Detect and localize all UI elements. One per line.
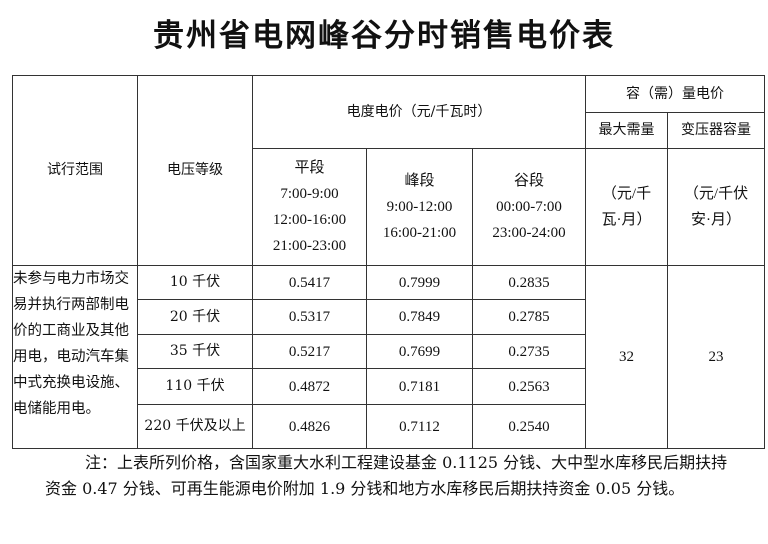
valley-price: 0.2563 xyxy=(472,368,586,405)
peak-price: 0.7181 xyxy=(366,368,473,405)
unit-line: （元/千 xyxy=(601,186,652,202)
unit-line: （元/千伏 xyxy=(683,186,749,202)
valley-price: 0.2735 xyxy=(472,334,586,369)
header-flat: 平段 7:00-9:00 12:00-16:00 21:00-23:00 xyxy=(252,148,367,266)
valley-price: 0.2835 xyxy=(472,265,586,300)
transformer-value: 23 xyxy=(667,265,765,449)
peak-price: 0.7849 xyxy=(366,299,473,335)
valley-price: 0.2785 xyxy=(472,299,586,335)
table-row: 35 千伏 0.5217 0.7699 0.2735 xyxy=(13,334,765,369)
header-transformer: 变压器容量 xyxy=(667,112,765,149)
header-peak: 峰段 9:00-12:00 16:00-21:00 xyxy=(366,148,473,266)
flat-time: 12:00-16:00 xyxy=(272,212,347,228)
voltage-cell: 20 千伏 xyxy=(137,299,253,335)
table-row: 110 千伏 0.4872 0.7181 0.2563 xyxy=(13,368,765,405)
header-valley: 谷段 00:00-7:00 23:00-24:00 xyxy=(472,148,586,266)
peak-price: 0.7699 xyxy=(366,334,473,369)
flat-price: 0.5217 xyxy=(252,334,367,369)
flat-time: 21:00-23:00 xyxy=(272,238,347,254)
valley-price: 0.2540 xyxy=(472,404,586,449)
voltage-cell: 110 千伏 xyxy=(137,368,253,405)
valley-time: 00:00-7:00 xyxy=(496,199,562,215)
voltage-cell: 220 千伏及以上 xyxy=(137,404,253,449)
table-row: 220 千伏及以上 0.4826 0.7112 0.2540 xyxy=(13,404,765,449)
header-scope: 试行范围 xyxy=(12,75,138,266)
voltage-cell: 35 千伏 xyxy=(137,334,253,369)
peak-price: 0.7999 xyxy=(366,265,473,300)
max-demand-value: 32 xyxy=(585,265,668,449)
header-voltage: 电压等级 xyxy=(137,75,253,266)
header-max-demand: 最大需量 xyxy=(585,112,668,149)
max-demand-unit: （元/千 瓦·月） xyxy=(585,148,668,266)
peak-label: 峰段 xyxy=(404,173,435,189)
table-row: 未参与电力市场交易并执行两部制电价的工商业及其他用电，电动汽车集中式充换电设施、… xyxy=(12,265,765,449)
page-title: 贵州省电网峰谷分时销售电价表 xyxy=(153,18,615,54)
transformer-unit: （元/千伏 安·月） xyxy=(667,148,765,266)
peak-price: 0.7112 xyxy=(366,404,473,449)
flat-price: 0.4872 xyxy=(252,368,367,405)
flat-label: 平段 xyxy=(294,160,325,176)
peak-time: 9:00-12:00 xyxy=(386,199,453,215)
valley-label: 谷段 xyxy=(513,173,544,189)
scope-cell: 未参与电力市场交易并执行两部制电价的工商业及其他用电，电动汽车集中式充换电设施、… xyxy=(12,265,138,449)
peak-time: 16:00-21:00 xyxy=(382,225,457,241)
footnote: 注：上表所列价格，含国家重大水利工程建设基金 0.1125 分钱、大中型水库移民… xyxy=(45,453,728,498)
flat-time: 7:00-9:00 xyxy=(280,186,339,202)
valley-time: 23:00-24:00 xyxy=(492,225,566,241)
price-table: 试行范围 电压等级 电度电价（元/千瓦时） 容（需）量电价 最大需量 变压器容量… xyxy=(12,75,765,449)
table-row: 20 千伏 0.5317 0.7849 0.2785 xyxy=(13,299,765,335)
voltage-cell: 10 千伏 xyxy=(137,265,253,300)
flat-price: 0.5417 xyxy=(252,265,367,300)
header-energy-price: 电度电价（元/千瓦时） xyxy=(252,75,586,149)
unit-line: 安·月） xyxy=(691,212,741,228)
unit-line: 瓦·月） xyxy=(601,212,652,228)
flat-price: 0.4826 xyxy=(252,404,367,449)
flat-price: 0.5317 xyxy=(252,299,367,335)
header-capacity-price: 容（需）量电价 xyxy=(585,75,765,113)
